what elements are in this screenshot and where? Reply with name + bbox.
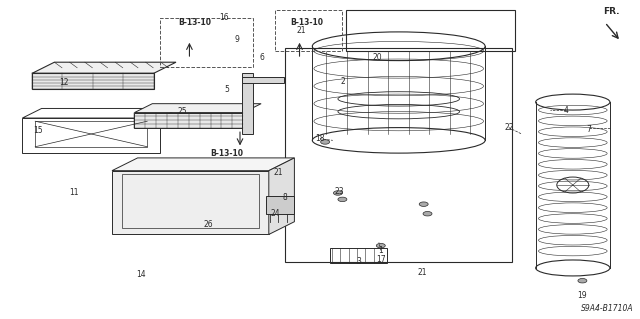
Text: 16: 16	[219, 13, 229, 22]
Text: 7: 7	[586, 125, 591, 134]
Bar	[346, 10, 515, 51]
Text: B-13-10: B-13-10	[179, 18, 212, 27]
Polygon shape	[32, 73, 154, 89]
Text: 25: 25	[177, 107, 188, 116]
Text: 3: 3	[356, 257, 361, 266]
Bar	[275, 10, 342, 51]
Text: 5: 5	[225, 85, 230, 94]
Bar	[122, 174, 259, 228]
Text: 21: 21	[296, 26, 305, 35]
Polygon shape	[134, 113, 243, 128]
Circle shape	[321, 140, 330, 144]
Text: 4: 4	[564, 106, 569, 115]
Bar	[242, 77, 284, 83]
Circle shape	[376, 243, 385, 248]
Bar	[285, 48, 512, 262]
Text: 17: 17	[376, 256, 386, 264]
Text: 20: 20	[372, 53, 383, 62]
Circle shape	[423, 211, 432, 216]
Text: 22: 22	[504, 123, 513, 132]
Text: 12: 12	[60, 78, 68, 87]
Circle shape	[578, 278, 587, 283]
Polygon shape	[269, 158, 294, 234]
Text: 2: 2	[340, 77, 345, 86]
Text: 1: 1	[378, 246, 383, 255]
Polygon shape	[112, 158, 294, 171]
Bar	[35, 121, 147, 147]
Text: 14: 14	[136, 270, 146, 279]
Text: 11: 11	[69, 189, 78, 197]
Text: 21: 21	[418, 268, 427, 277]
Text: B-13-10: B-13-10	[291, 18, 324, 27]
Text: 23: 23	[334, 187, 344, 196]
Polygon shape	[32, 62, 176, 73]
Bar	[160, 18, 253, 67]
Text: 24: 24	[270, 209, 280, 218]
Ellipse shape	[536, 94, 610, 110]
Text: 9: 9	[234, 35, 239, 44]
Circle shape	[338, 197, 347, 202]
Polygon shape	[22, 108, 179, 118]
Ellipse shape	[536, 260, 610, 276]
Circle shape	[419, 202, 428, 206]
Bar	[242, 73, 253, 134]
Text: FR.: FR.	[604, 7, 620, 16]
Circle shape	[333, 191, 342, 195]
Text: 19: 19	[577, 291, 588, 300]
Bar	[266, 196, 294, 214]
Bar	[330, 248, 387, 263]
Text: 26: 26	[203, 220, 213, 229]
Text: 18: 18	[316, 134, 324, 143]
Polygon shape	[134, 104, 261, 113]
Text: 8: 8	[282, 193, 287, 202]
Polygon shape	[112, 171, 269, 234]
Text: 21: 21	[274, 168, 283, 177]
Text: B-13-10: B-13-10	[211, 149, 244, 158]
Text: 15: 15	[33, 126, 44, 135]
Text: 6: 6	[260, 53, 265, 62]
Polygon shape	[22, 118, 160, 153]
Text: S9A4-B1710A: S9A4-B1710A	[581, 304, 634, 313]
